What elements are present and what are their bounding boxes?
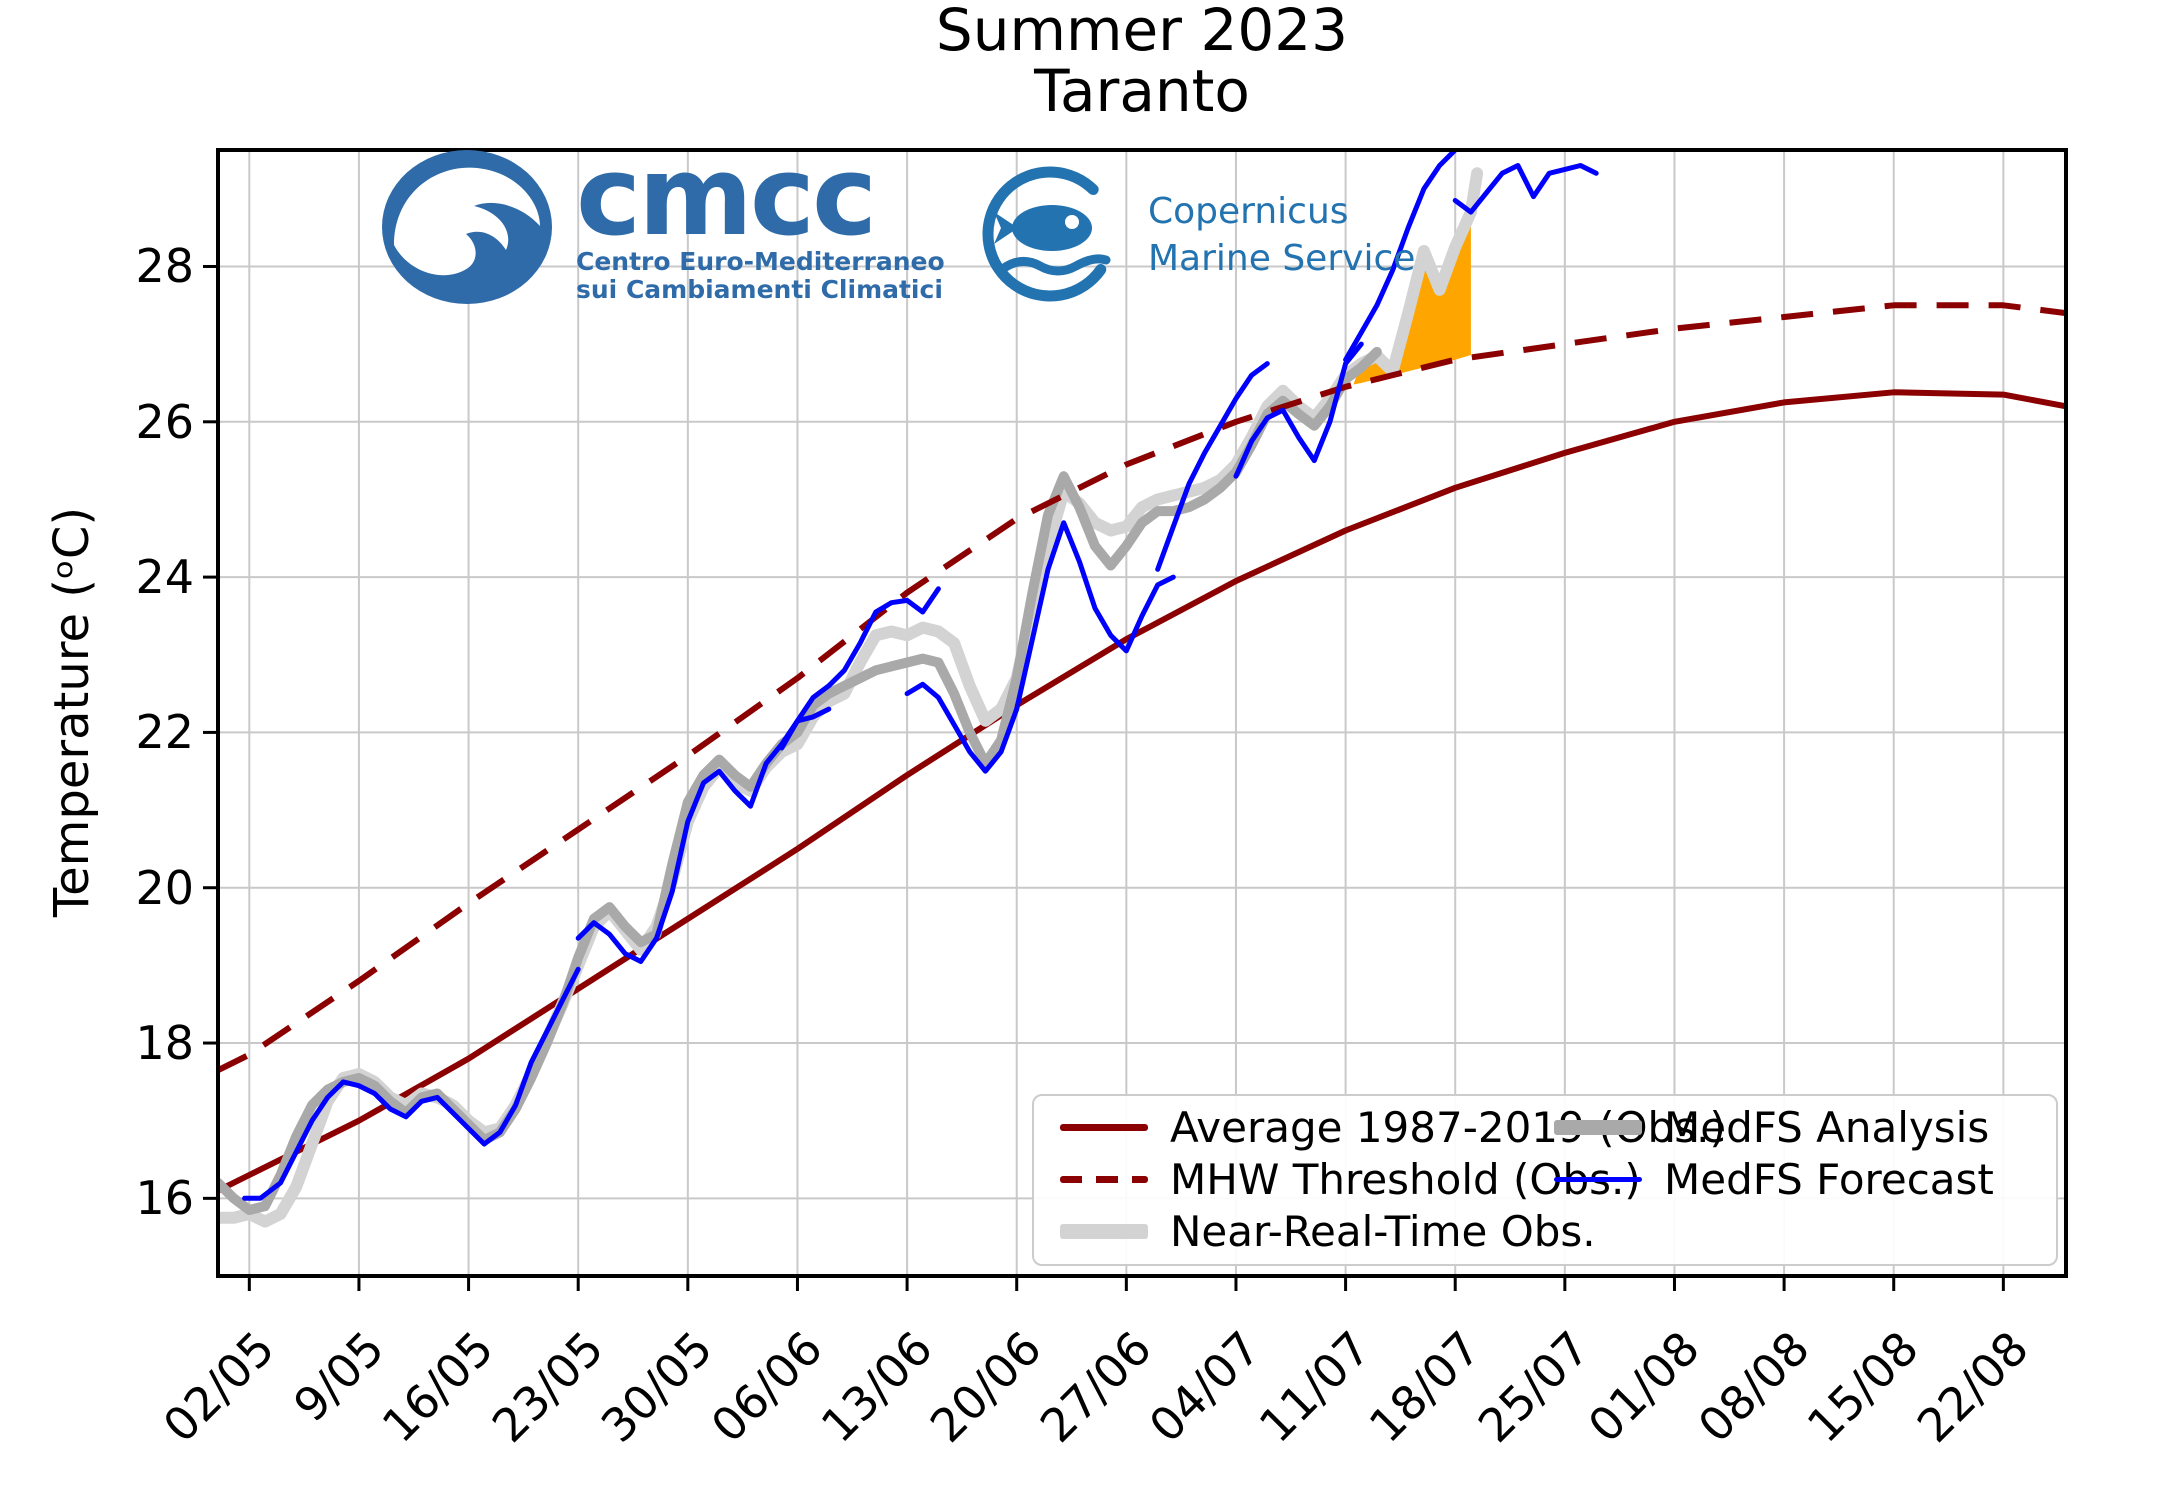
legend-sample-average-line — [1060, 1123, 1148, 1131]
title-line-1: Summer 2023 — [935, 0, 1349, 64]
legend-item-nrt-obs: Near-Real-Time Obs. — [1060, 1206, 1596, 1256]
y-tick-label: 18 — [135, 1016, 194, 1071]
cmcc-wordmark: cmcc — [576, 132, 877, 260]
plot-border — [216, 148, 2068, 1278]
y-tick-label: 24 — [135, 550, 194, 605]
y-tick-label: 16 — [135, 1171, 194, 1226]
legend-sample-analysis-line — [1554, 1119, 1642, 1135]
cmcc-tagline-line1: Centro Euro-Mediterraneo — [576, 247, 945, 276]
series-forecast-line-seg5 — [1233, 341, 1364, 479]
series-forecast-line-seg7 — [1452, 163, 1599, 215]
legend-sample-forecast-line — [1554, 1176, 1642, 1182]
tick-marks — [203, 264, 2005, 1291]
title-line-2: Taranto — [1034, 57, 1250, 125]
copernicus-fish-icon — [982, 166, 1118, 302]
legend: Average 1987-2019 (Obs.) MHW Threshold (… — [1032, 1094, 2058, 1266]
y-tick-label: 20 — [135, 860, 194, 915]
copernicus-text-block: Copernicus Marine Service — [1148, 188, 1415, 282]
cmcc-logo: cmcc Centro Euro-Mediterraneo sui Cambia… — [382, 132, 945, 305]
series-analysis-line — [218, 346, 1382, 1215]
series-threshold-line — [218, 302, 2066, 1073]
cmcc-wave-icon — [382, 150, 552, 304]
series-nrt-obs-line — [218, 167, 1484, 1228]
copernicus-line2: Marine Service — [1148, 237, 1416, 279]
series-forecast-line-seg3 — [904, 520, 1176, 774]
cmcc-text-block: cmcc Centro Euro-Mediterraneo sui Cambia… — [576, 132, 945, 304]
cmcc-tagline: Centro Euro-Mediterraneo sui Cambiamenti… — [576, 248, 945, 304]
series-forecast-line-seg0 — [242, 966, 581, 1201]
y-tick-label: 22 — [135, 705, 194, 760]
copernicus-logo: Copernicus Marine Service — [980, 162, 1415, 307]
legend-label-analysis: MedFS Analysis — [1664, 1102, 1990, 1152]
legend-item-forecast: MedFS Forecast — [1554, 1154, 1994, 1204]
series-forecast-line-seg4 — [1155, 361, 1270, 572]
series-forecast-line-seg2 — [779, 586, 941, 751]
cmcc-tagline-line2: sui Cambiamenti Climatici — [576, 275, 943, 304]
legend-label-nrt-obs: Near-Real-Time Obs. — [1170, 1206, 1596, 1256]
legend-sample-threshold-line — [1060, 1175, 1148, 1183]
chart-title: Summer 2023 Taranto — [218, 0, 2066, 122]
y-tick-label: 26 — [135, 394, 194, 449]
legend-item-analysis: MedFS Analysis — [1554, 1102, 1989, 1152]
plot-series — [218, 150, 2066, 1228]
copernicus-line1: Copernicus — [1148, 190, 1349, 232]
legend-label-forecast: MedFS Forecast — [1664, 1154, 1994, 1204]
y-axis-label: Temperature (ᵒC) — [44, 506, 100, 918]
y-tick-label: 28 — [135, 239, 194, 294]
legend-sample-nrt-obs-line — [1060, 1223, 1148, 1239]
series-average-line — [218, 389, 2066, 1194]
series-forecast-line-seg6 — [1343, 150, 1458, 363]
